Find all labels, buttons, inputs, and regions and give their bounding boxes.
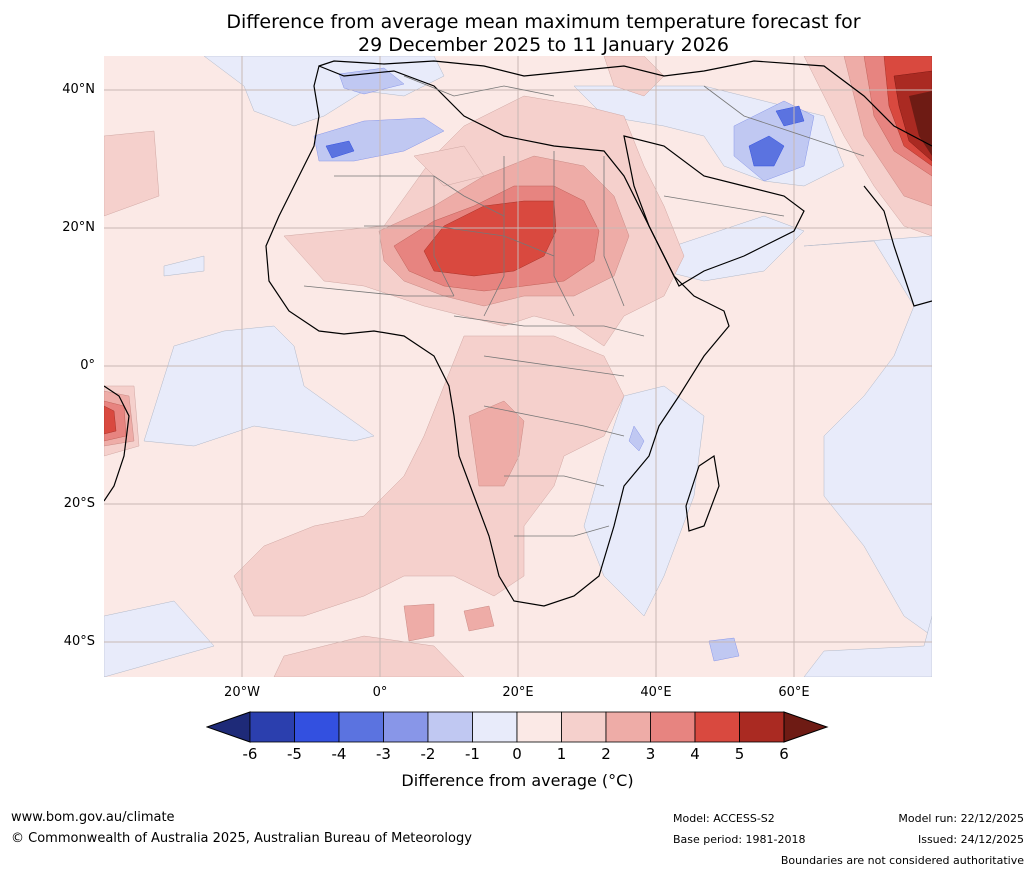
south-america-coastline xyxy=(104,385,130,502)
legend-swatch-2-to-3 xyxy=(605,711,651,743)
footer-model: Model: ACCESS-S2 xyxy=(673,812,775,825)
lat-label-equator: 0° xyxy=(80,358,95,373)
legend-swatch-1-to-2 xyxy=(561,711,607,743)
lat-label-40n: 40°N xyxy=(62,82,95,97)
legend-swatch--4-to--3 xyxy=(338,711,384,743)
map-gridlines xyxy=(104,56,932,677)
legend-tick-label: -1 xyxy=(465,745,480,763)
footer-model-run: Model run: 22/12/2025 xyxy=(898,812,1024,825)
lon-label-0: 0° xyxy=(372,685,388,700)
europe-coastline xyxy=(318,60,932,147)
legend-swatch-5-to-6 xyxy=(739,711,785,743)
africa-coastline xyxy=(265,65,730,607)
legend-swatch--1-to-0 xyxy=(472,711,518,743)
lon-label-20w: 20°W xyxy=(224,685,260,700)
country-borders xyxy=(303,75,865,537)
legend-tick-label: -3 xyxy=(376,745,391,763)
legend-tick-label: -2 xyxy=(420,745,436,763)
footer-base-period: Base period: 1981-2018 xyxy=(673,833,806,846)
footer-boundaries: Boundaries are not considered authoritat… xyxy=(780,854,1024,867)
india-coastline xyxy=(863,185,932,307)
legend-tick-label: 2 xyxy=(601,745,611,763)
footer-copyright: © Commonwealth of Australia 2025, Austra… xyxy=(11,831,472,846)
legend-swatch--2-to--1 xyxy=(427,711,473,743)
lon-label-20e: 20°E xyxy=(502,685,534,700)
map-title-line-2: 29 December 2025 to 11 January 2026 xyxy=(358,34,729,56)
legend-tick-label: 1 xyxy=(556,745,567,763)
lat-label-20s: 20°S xyxy=(63,496,95,511)
arabia-coastline xyxy=(623,135,805,287)
lon-label-60e: 60°E xyxy=(778,685,810,700)
legend-tick-label: 5 xyxy=(734,745,745,763)
legend-tick-label: 3 xyxy=(645,745,656,763)
legend-swatch--5-to--4 xyxy=(294,711,340,743)
legend-swatch-above-max xyxy=(783,711,829,743)
lat-label-40s: 40°S xyxy=(63,634,95,649)
coastlines xyxy=(104,60,932,607)
legend-swatch-3-to-4 xyxy=(650,711,696,743)
legend-swatch-below-min xyxy=(206,711,251,743)
lat-label-20n: 20°N xyxy=(62,220,95,235)
legend-swatch-0-to-1 xyxy=(516,711,562,743)
footer-website: www.bom.gov.au/climate xyxy=(11,810,175,825)
temperature-anomaly-map xyxy=(104,56,932,677)
legend-tick-label: 6 xyxy=(779,745,789,763)
anomaly-region-5-plus xyxy=(893,70,932,162)
legend-tick-label: 0 xyxy=(512,745,522,763)
madagascar-coastline xyxy=(685,454,720,532)
legend-tick-label: -6 xyxy=(242,745,258,763)
footer-issued: Issued: 24/12/2025 xyxy=(917,833,1024,846)
lon-label-40e: 40°E xyxy=(640,685,672,700)
legend-colorbar xyxy=(206,711,829,743)
legend-label-text: Difference from average (°C) xyxy=(401,771,634,790)
legend-swatch-4-to-5 xyxy=(694,711,740,743)
legend-label: Difference from average (°C) xyxy=(0,771,1035,790)
legend-tick-label: -4 xyxy=(331,745,347,763)
legend-swatch--6-to--5 xyxy=(249,711,295,743)
legend-tick-label: 4 xyxy=(690,745,700,763)
anomaly-region-minus3-minus2 xyxy=(325,105,805,167)
map-canvas xyxy=(104,56,932,677)
legend-swatch--3-to--2 xyxy=(383,711,429,743)
map-title-line-1: Difference from average mean maximum tem… xyxy=(226,11,861,33)
legend-tick-label: -5 xyxy=(287,745,302,763)
